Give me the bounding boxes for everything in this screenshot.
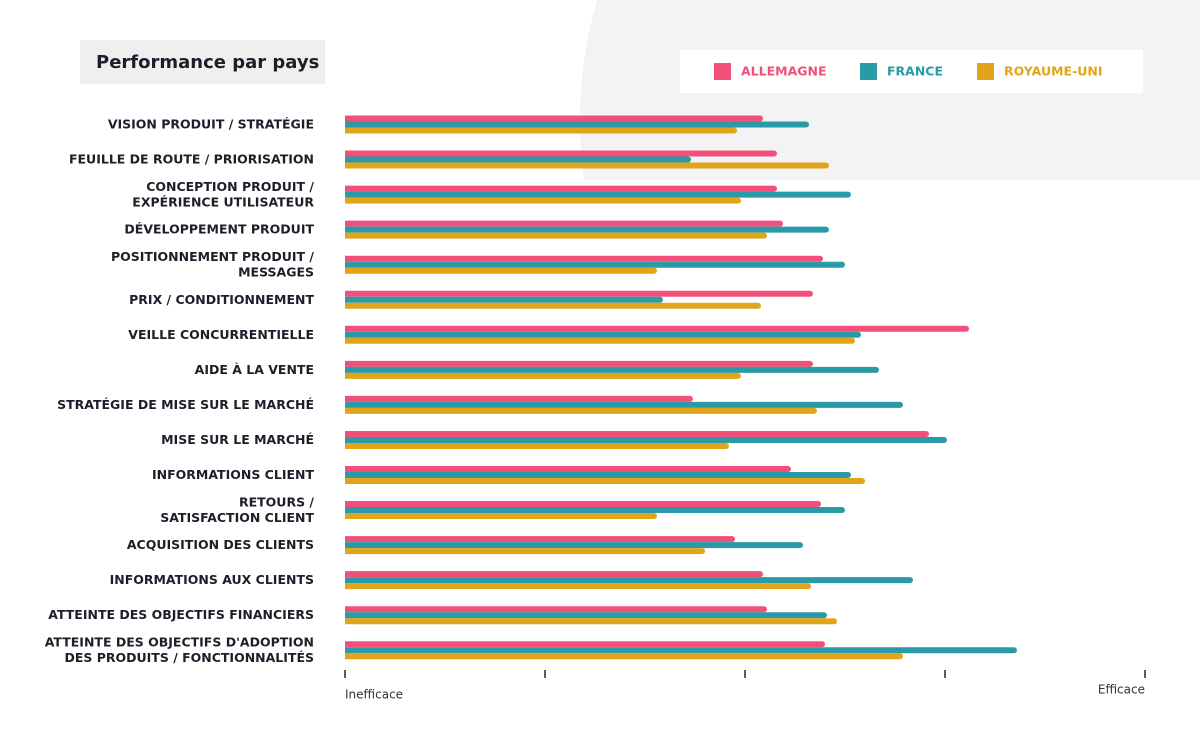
y-tick-label-line: RETOURS / <box>239 494 314 509</box>
y-tick-label: INFORMATIONS CLIENT <box>152 467 314 482</box>
bar <box>345 162 829 169</box>
y-tick-label-line: INFORMATIONS CLIENT <box>152 467 314 482</box>
bar <box>345 325 969 332</box>
bar <box>345 185 777 192</box>
legend-label: ROYAUME-UNI <box>1004 64 1103 79</box>
y-tick-label: PRIX / CONDITIONNEMENT <box>129 291 314 306</box>
y-tick-label-line: MESSAGES <box>238 264 314 279</box>
y-tick-label: RETOURS / SATISFACTION CLIENT <box>160 494 314 525</box>
bar <box>345 653 903 660</box>
bar <box>345 296 663 303</box>
y-tick-label-line: INFORMATIONS AUX CLIENTS <box>110 572 314 587</box>
bar <box>345 360 813 367</box>
chart-title: Performance par pays <box>96 52 319 73</box>
y-tick-label-line: DES PRODUITS / FONCTIONNALITÉS <box>64 650 314 665</box>
bar <box>345 472 851 478</box>
bar <box>345 577 913 584</box>
y-tick-label-line: AIDE À LA VENTE <box>195 361 314 376</box>
y-tick-label: INFORMATIONS AUX CLIENTS <box>110 572 314 587</box>
bar <box>345 226 829 233</box>
bar <box>345 366 879 373</box>
bar <box>345 436 948 443</box>
y-tick-label-line: FEUILLE DE ROUTE / PRIORISATION <box>69 151 314 166</box>
bar <box>345 372 741 379</box>
bar <box>345 255 823 262</box>
bar <box>345 501 822 508</box>
y-tick-label-line: CONCEPTION PRODUIT / <box>146 178 314 193</box>
bar <box>345 618 837 625</box>
bar <box>345 302 761 309</box>
y-tick-label-line: DÉVELOPPEMENT PRODUIT <box>124 221 314 236</box>
y-tick-label-line: PRIX / CONDITIONNEMENT <box>129 291 314 306</box>
y-tick-label: STRATÉGIE DE MISE SUR LE MARCHÉ <box>57 396 314 411</box>
y-tick-label-line: STRATÉGIE DE MISE SUR LE MARCHÉ <box>57 396 314 411</box>
y-tick-label-line: ATTEINTE DES OBJECTIFS D'ADOPTION <box>45 634 314 649</box>
y-tick-label-line: SATISFACTION CLIENT <box>160 509 314 524</box>
legend-label: ALLEMAGNE <box>741 64 827 79</box>
bar <box>345 647 1017 654</box>
bar <box>345 542 804 549</box>
bar <box>345 261 846 268</box>
bar <box>345 197 741 204</box>
bar <box>345 121 810 128</box>
bar <box>345 401 903 408</box>
y-tick-label: MISE SUR LE MARCHÉ <box>161 431 314 446</box>
bar <box>345 641 825 648</box>
bar <box>345 150 777 157</box>
bar <box>345 478 865 484</box>
y-tick-label: POSITIONNEMENT PRODUIT / MESSAGES <box>111 248 314 279</box>
bar <box>345 156 691 163</box>
y-tick-label-line: ACQUISITION DES CLIENTS <box>127 537 314 552</box>
y-tick-label: CONCEPTION PRODUIT / EXPÉRIENCE UTILISATE… <box>132 178 314 209</box>
bar <box>345 395 693 402</box>
bar <box>345 220 783 227</box>
bar <box>345 513 657 520</box>
y-tick-label: VEILLE CONCURRENTIELLE <box>128 326 314 341</box>
bar <box>345 571 763 578</box>
bar <box>345 232 767 239</box>
bar <box>345 442 729 449</box>
bar <box>345 548 705 555</box>
bar <box>345 115 763 122</box>
bar <box>345 191 852 198</box>
y-tick-label: ATTEINTE DES OBJECTIFS D'ADOPTION DES PRO… <box>45 634 314 665</box>
y-tick-label-line: ATTEINTE DES OBJECTIFS FINANCIERS <box>48 607 314 622</box>
bar <box>345 127 737 134</box>
bar <box>345 507 846 514</box>
bar <box>345 466 791 472</box>
bar <box>345 337 855 344</box>
y-tick-label: DÉVELOPPEMENT PRODUIT <box>124 221 314 236</box>
bar <box>345 290 813 297</box>
bar <box>345 430 930 437</box>
y-tick-label: FEUILLE DE ROUTE / PRIORISATION <box>69 151 314 166</box>
y-tick-label-line: POSITIONNEMENT PRODUIT / <box>111 248 314 263</box>
legend-box <box>680 50 1143 93</box>
bar <box>345 407 817 414</box>
title-box <box>80 40 325 84</box>
y-tick-label-line: MISE SUR LE MARCHÉ <box>161 431 314 446</box>
y-tick-label: AIDE À LA VENTE <box>195 361 314 376</box>
bar <box>345 606 767 613</box>
y-tick-label-line: VEILLE CONCURRENTIELLE <box>128 326 314 341</box>
y-tick-label-line: VISION PRODUIT / STRATÉGIE <box>108 116 314 131</box>
bar <box>345 612 828 619</box>
y-tick-label: VISION PRODUIT / STRATÉGIE <box>108 116 314 131</box>
axis-low-label: Inefficace <box>345 688 403 702</box>
legend-label: FRANCE <box>887 64 943 79</box>
axis-high-label: Efficace <box>1098 683 1145 697</box>
bar <box>345 536 735 543</box>
legend-swatch <box>714 63 731 80</box>
bar <box>345 583 811 590</box>
bar <box>345 331 861 338</box>
legend-swatch <box>860 63 877 80</box>
bar <box>345 267 657 274</box>
legend-swatch <box>977 63 994 80</box>
y-tick-label-line: EXPÉRIENCE UTILISATEUR <box>132 194 314 209</box>
y-tick-label: ATTEINTE DES OBJECTIFS FINANCIERS <box>48 607 314 622</box>
y-tick-label: ACQUISITION DES CLIENTS <box>127 537 314 552</box>
